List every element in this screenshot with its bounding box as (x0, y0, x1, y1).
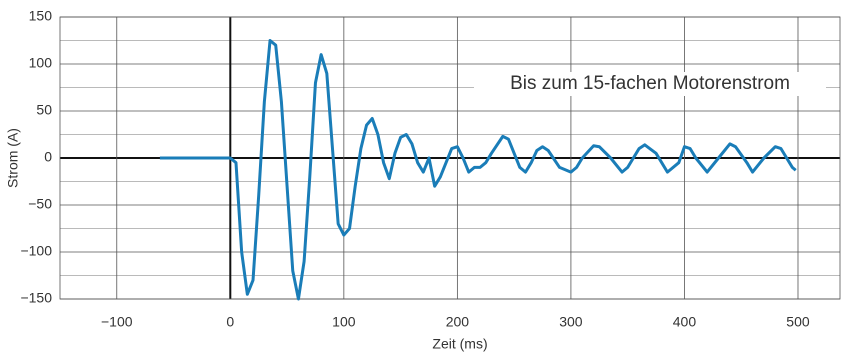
y-tick-label: 100 (29, 55, 53, 71)
x-tick-label: 500 (786, 314, 810, 330)
x-tick-label: 100 (332, 314, 356, 330)
y-axis-label: Strom (A) (5, 128, 21, 188)
x-axis-label: Zeit (ms) (432, 336, 487, 352)
x-tick-label: 300 (559, 314, 583, 330)
y-tick-label: 0 (44, 149, 52, 165)
y-tick-label: 50 (36, 102, 52, 118)
y-tick-label: −50 (28, 196, 52, 212)
data-line (159, 39, 797, 301)
annotation-bg (474, 72, 826, 96)
y-tick-label: −150 (20, 290, 52, 306)
plot-frame (59, 16, 841, 300)
y-tick-label: −100 (20, 243, 52, 259)
x-tick-label: −100 (101, 314, 133, 330)
x-tick-label: 400 (673, 314, 697, 330)
x-tick-label: 200 (446, 314, 470, 330)
x-tick-label: 0 (226, 314, 234, 330)
annotation: Bis zum 15-fachen Motorenstrom (510, 73, 790, 94)
y-tick-label: 150 (29, 8, 53, 24)
